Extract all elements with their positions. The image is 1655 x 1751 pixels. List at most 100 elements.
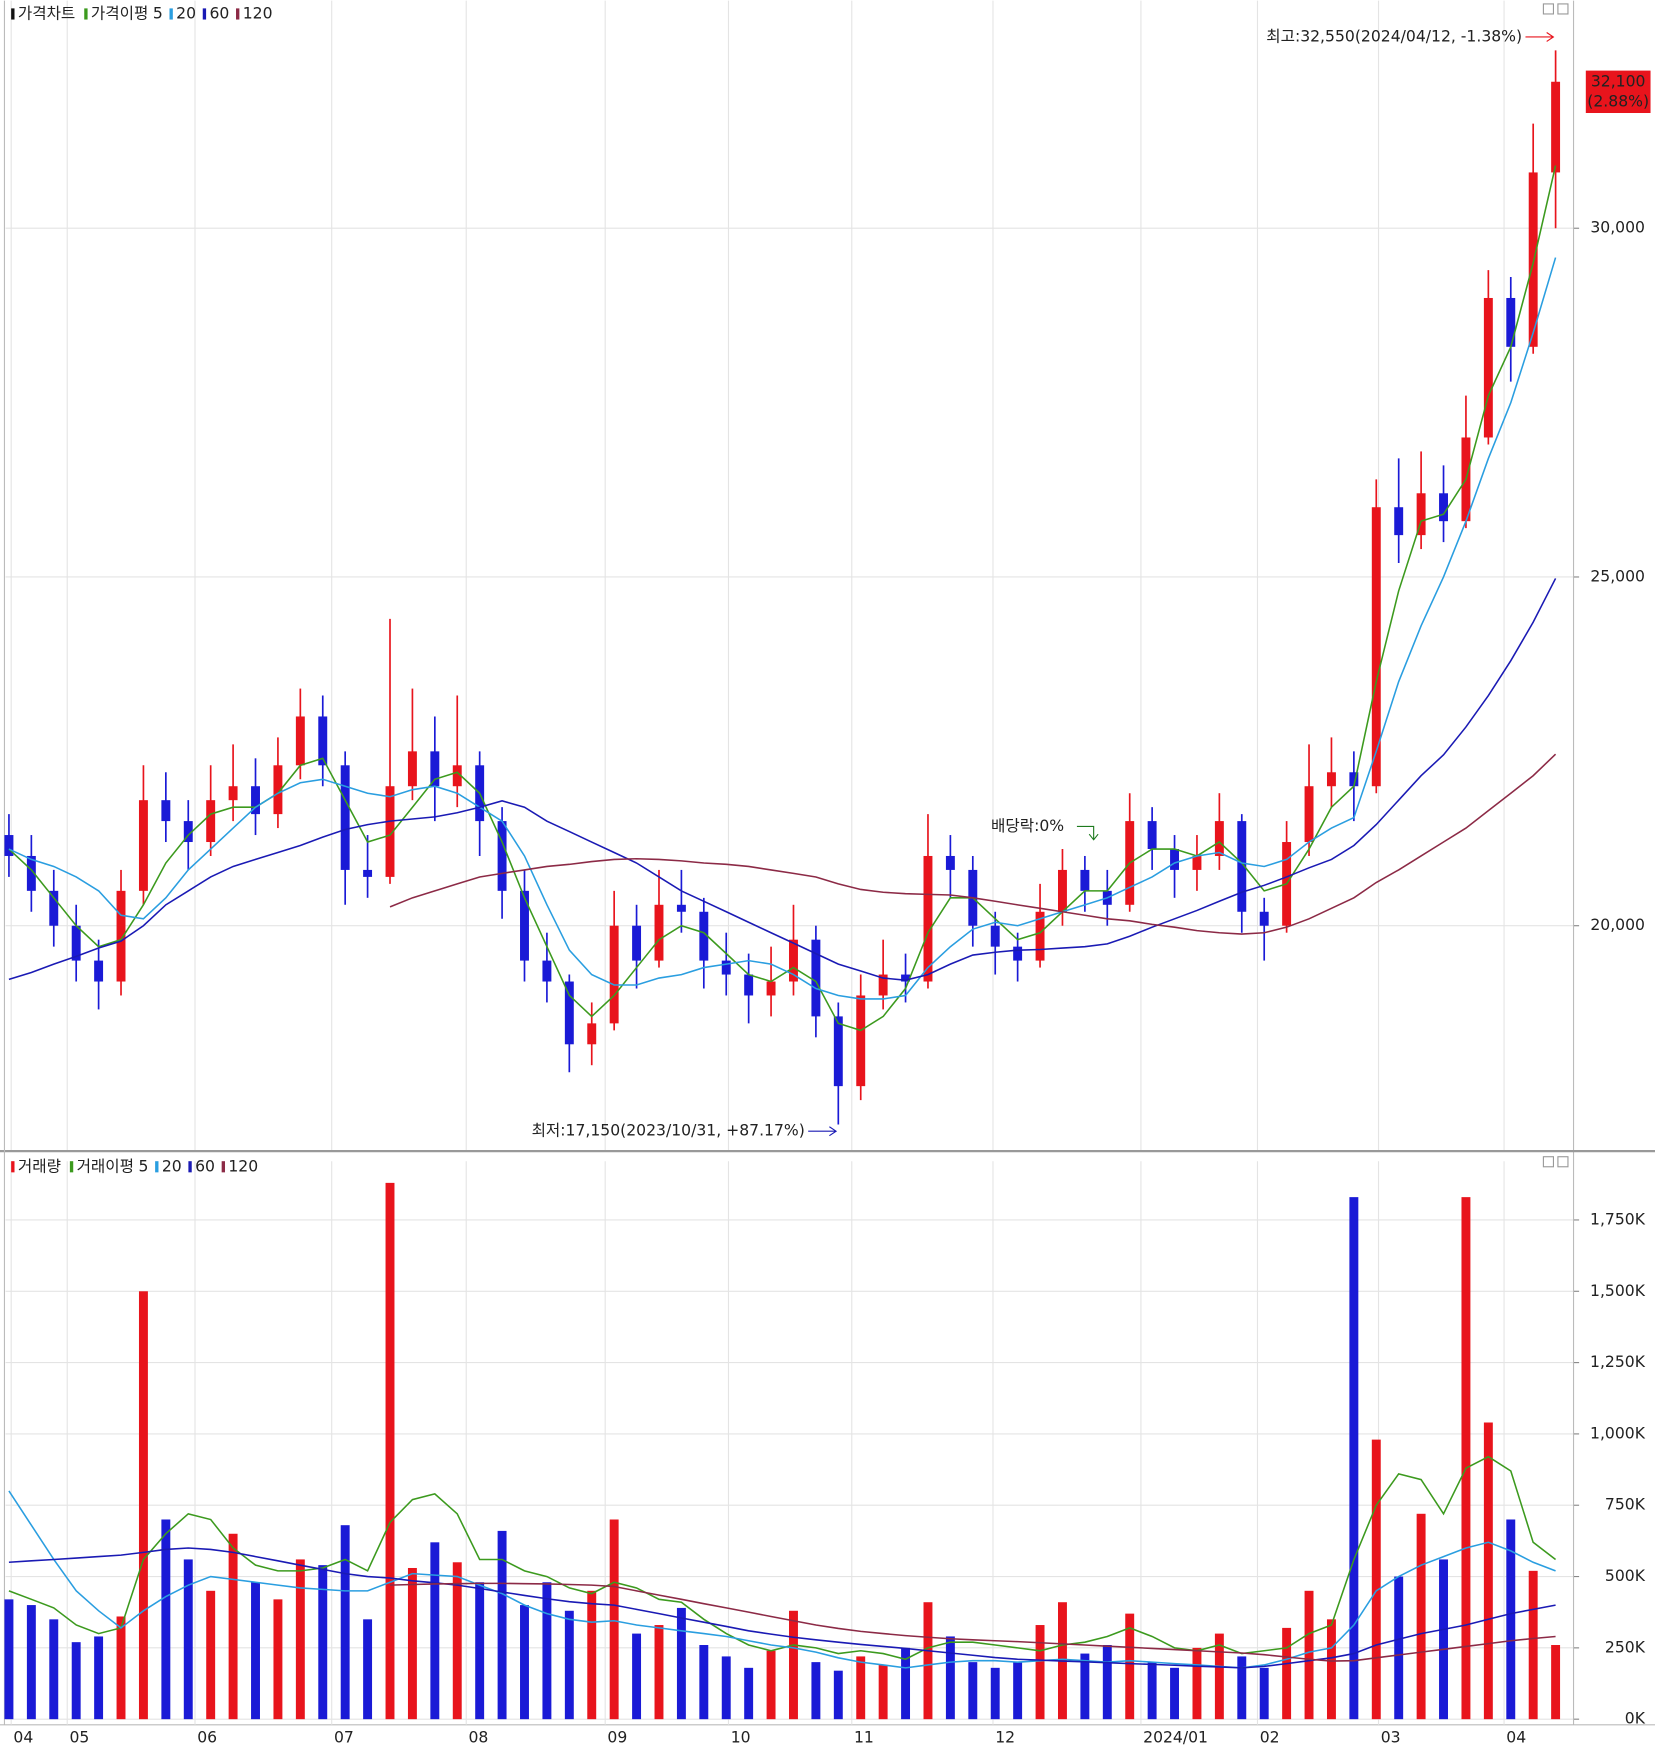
y-tick-label: 30,000: [1590, 219, 1645, 237]
x-tick-label: 10: [731, 1729, 751, 1747]
x-tick-label: 11: [854, 1729, 874, 1747]
volume-bar: [856, 1656, 866, 1720]
x-tick-label: 08: [468, 1729, 488, 1747]
candle-body: [228, 786, 238, 801]
minimize-button[interactable]: [1542, 1156, 1555, 1168]
y-tick-label: 1,750K: [1590, 1210, 1646, 1228]
volume-bar: [1326, 1619, 1336, 1720]
y-tick-label: 25,000: [1590, 567, 1645, 585]
volume-bar: [901, 1647, 911, 1720]
y-tick-label: 500K: [1605, 1567, 1646, 1585]
volume-bar: [1394, 1576, 1404, 1720]
dividend-annotation: 배당락:0%: [991, 817, 1064, 835]
volume-bar: [1551, 1645, 1561, 1720]
x-tick-label: 04: [1506, 1729, 1526, 1747]
candle-body: [138, 800, 148, 891]
close-button[interactable]: [1557, 1156, 1569, 1168]
minimize-button[interactable]: [1542, 3, 1555, 15]
candle-body: [923, 855, 933, 982]
candle-body: [1259, 911, 1269, 926]
legend-swatch: [11, 1161, 15, 1173]
candle-body: [452, 765, 462, 787]
last-price: 32,100: [1591, 72, 1646, 90]
volume-bar: [295, 1559, 305, 1720]
volume-bar: [1259, 1667, 1269, 1720]
candle-body: [1326, 772, 1336, 787]
volume-bar: [1102, 1645, 1112, 1720]
candle-body: [699, 911, 709, 961]
candle-body: [49, 890, 59, 926]
x-tick-label: 12: [995, 1729, 1015, 1747]
candle-body: [251, 786, 260, 815]
candle-body: [1349, 772, 1359, 787]
candle-body: [340, 765, 350, 870]
legend-label: 가격차트: [18, 4, 75, 22]
volume-bar: [923, 1602, 933, 1720]
candle-body: [1551, 81, 1561, 173]
candle-body: [721, 960, 731, 975]
volume-bar: [1214, 1633, 1224, 1720]
legend-swatch: [202, 8, 207, 20]
annotation-arrow: [808, 1126, 838, 1137]
candle-body: [901, 974, 911, 982]
candle-body: [542, 960, 552, 982]
legend-label: 20: [176, 4, 196, 22]
candle-body: [183, 821, 193, 843]
x-tick-label: 04: [13, 1729, 33, 1747]
volume-bar: [811, 1662, 821, 1720]
candle-body: [856, 995, 866, 1087]
annotation-arrow: [1076, 825, 1099, 841]
legend-swatch: [84, 8, 88, 20]
candle-body: [161, 800, 171, 822]
volume-bar: [71, 1642, 81, 1720]
ma-line: [390, 1582, 1556, 1662]
volume-bar: [520, 1605, 529, 1720]
candle-body: [318, 716, 328, 766]
y-tick-label: 750K: [1605, 1496, 1646, 1514]
ma-line: [8, 1547, 1556, 1669]
candle-body: [1371, 507, 1381, 787]
candle-body: [564, 981, 574, 1045]
y-tick-label: 250K: [1605, 1638, 1646, 1656]
volume-bar: [654, 1625, 664, 1720]
x-tick-label: 07: [334, 1729, 354, 1747]
volume-bar: [385, 1182, 395, 1720]
candle-body: [609, 925, 619, 1024]
volume-bar: [1416, 1513, 1426, 1720]
volume-bar: [183, 1559, 193, 1720]
volume-bar: [632, 1633, 642, 1720]
x-tick-label: 06: [197, 1729, 217, 1747]
y-tick-label: 1,500K: [1590, 1282, 1646, 1300]
candle-body: [654, 904, 664, 961]
x-tick-label: 05: [69, 1729, 89, 1747]
volume-bar: [138, 1291, 148, 1720]
volume-bar: [878, 1664, 888, 1720]
volume-bar: [206, 1590, 216, 1720]
legend-swatch: [11, 8, 15, 20]
volume-bar: [1304, 1590, 1314, 1720]
volume-bar: [721, 1656, 731, 1720]
candle-body: [520, 890, 529, 961]
legend-label: 120: [243, 4, 273, 22]
candle-body: [363, 869, 373, 877]
volume-bar: [1371, 1439, 1381, 1720]
high-annotation: 최고:32,550(2024/04/12, -1.38%): [1266, 27, 1522, 45]
legend-label: 120: [228, 1157, 258, 1175]
legend-label: 5: [138, 1157, 148, 1175]
volume-bar: [1483, 1422, 1493, 1720]
volume-bar: [542, 1582, 552, 1720]
candle-body: [116, 890, 126, 982]
legend-label: 20: [162, 1157, 182, 1175]
volume-bar: [609, 1519, 619, 1720]
legend-swatch: [69, 1161, 74, 1173]
volume-bar: [945, 1636, 955, 1720]
volume-bar: [744, 1667, 754, 1720]
annotation-arrow: [1525, 32, 1555, 42]
ma-line: [389, 753, 1557, 935]
close-button[interactable]: [1557, 3, 1569, 15]
volume-bar: [497, 1530, 507, 1720]
volume-bar: [161, 1519, 171, 1720]
volume-bar: [1080, 1653, 1090, 1720]
candle-body: [407, 751, 417, 787]
volume-bar: [1237, 1656, 1247, 1720]
